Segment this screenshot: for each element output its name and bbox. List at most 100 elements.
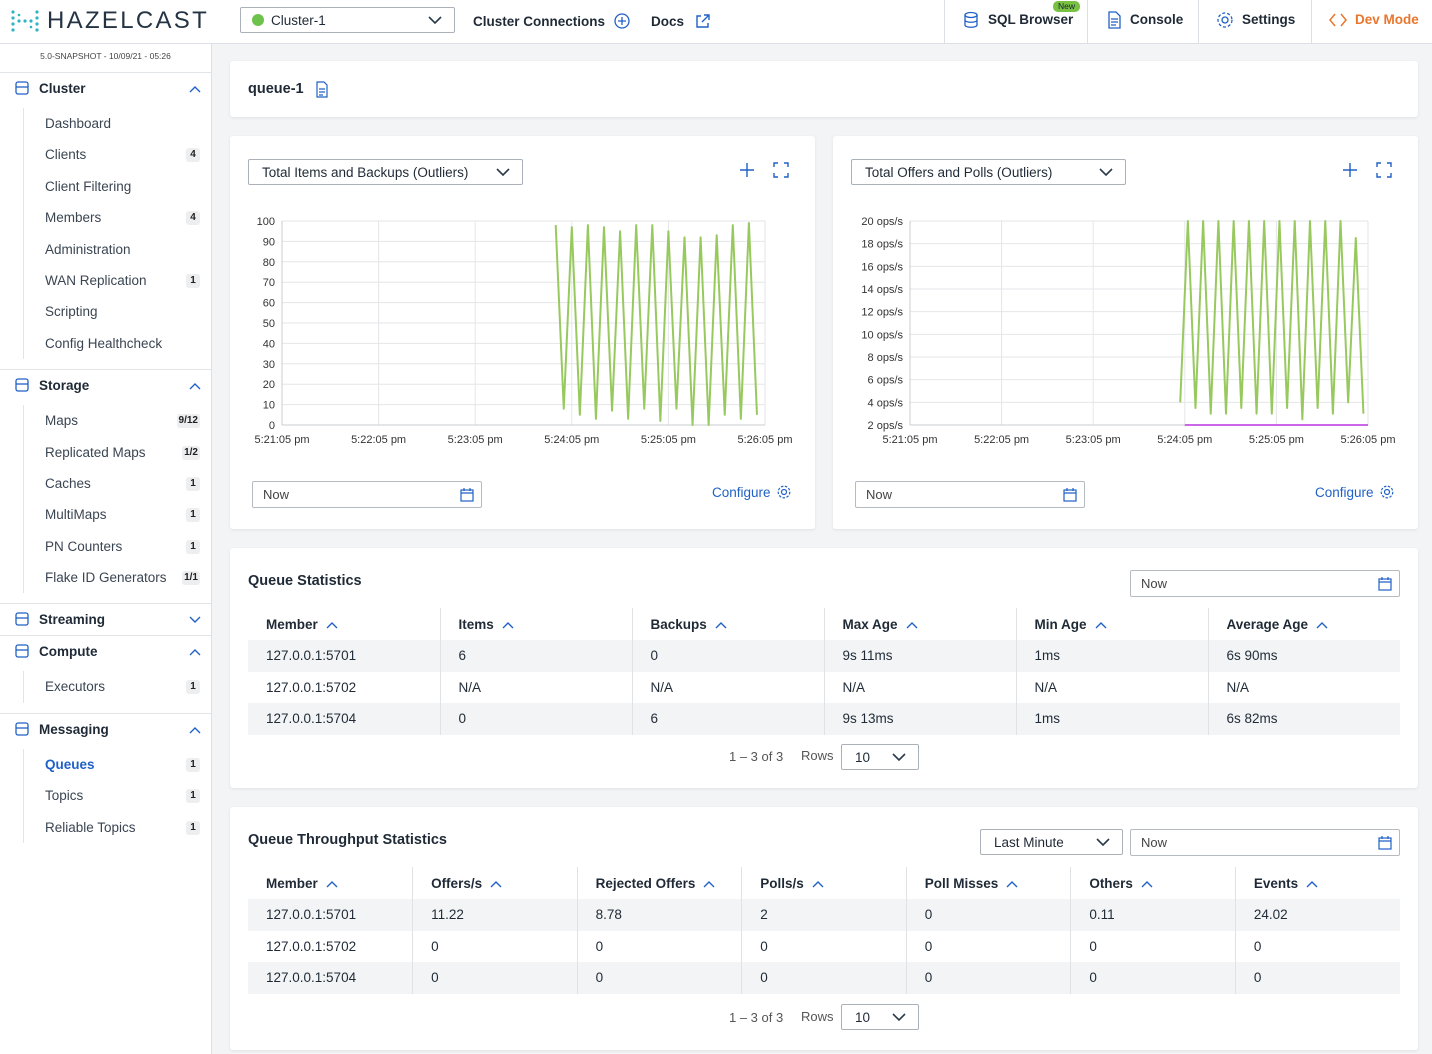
column-header[interactable]: Member bbox=[248, 608, 440, 640]
console[interactable]: Console bbox=[1130, 12, 1183, 27]
table-cell: 0 bbox=[1071, 962, 1236, 994]
nav-items: DashboardClients4Client FilteringMembers… bbox=[0, 104, 211, 369]
table-cell: 0 bbox=[1235, 962, 1400, 994]
column-header[interactable]: Rejected Offers bbox=[577, 867, 742, 899]
column-label: Others bbox=[1089, 876, 1133, 891]
date-picker[interactable]: Now bbox=[1130, 829, 1400, 856]
column-header[interactable]: Max Age bbox=[824, 608, 1016, 640]
nav-item[interactable]: PN Counters1 bbox=[0, 531, 211, 562]
add-button[interactable] bbox=[739, 162, 755, 178]
add-button[interactable] bbox=[1342, 162, 1358, 178]
throughput-statistics: Queue Throughput Statistics Last Minute … bbox=[230, 807, 1418, 1050]
configure[interactable]: Configure bbox=[1315, 485, 1394, 500]
nav-item-label: Caches bbox=[45, 476, 91, 491]
column-label: Member bbox=[266, 617, 318, 632]
nav-section-title: Storage bbox=[39, 378, 89, 393]
nav-item[interactable]: Administration bbox=[0, 234, 211, 265]
nav-item[interactable]: Clients4 bbox=[0, 139, 211, 170]
nav-badge: 1 bbox=[186, 477, 200, 491]
x-tick-label: 5:24:05 pm bbox=[1157, 434, 1212, 446]
new-badge: New bbox=[1053, 1, 1080, 12]
column-header[interactable]: Backups bbox=[632, 608, 824, 640]
nav-section-header[interactable]: Cluster bbox=[0, 73, 211, 104]
page-size-select[interactable]: 10 bbox=[841, 744, 919, 770]
dev-mode[interactable]: Dev Mode bbox=[1355, 12, 1419, 27]
sidebar: 5.0-SNAPSHOT - 10/09/21 - 05:26 ClusterD… bbox=[0, 44, 212, 1054]
nav-item[interactable]: Replicated Maps1/2 bbox=[0, 437, 211, 468]
metric-label: Total Items and Backups (Outliers) bbox=[262, 165, 468, 180]
table-cell: N/A bbox=[632, 672, 824, 704]
column-header[interactable]: Events bbox=[1235, 867, 1400, 899]
nav-item[interactable]: Caches 1 bbox=[0, 468, 211, 499]
nav-item[interactable]: WAN Replication1 bbox=[0, 265, 211, 296]
column-header[interactable]: Poll Misses bbox=[906, 867, 1071, 899]
header-row: Member ItemsBackupsMax AgeMin Age Average … bbox=[248, 608, 1400, 640]
page-size-select[interactable]: 10 bbox=[841, 1004, 919, 1030]
logo: HAZELCAST bbox=[47, 7, 209, 35]
sql-browser[interactable]: SQL Browser bbox=[988, 12, 1073, 27]
nav-item[interactable]: Dashboard bbox=[0, 108, 211, 139]
nav-section: Storage Maps9/12Replicated Maps1/2 Caches 1… bbox=[0, 369, 211, 603]
y-tick-label: 20 bbox=[263, 379, 275, 391]
nav-badge: 1 bbox=[186, 758, 200, 772]
settings[interactable]: Settings bbox=[1242, 12, 1295, 27]
pagination-info: 1 – 3 of 3 bbox=[729, 1010, 783, 1025]
nav-section-header[interactable]: Messaging bbox=[0, 714, 211, 745]
column-label: Poll Misses bbox=[925, 876, 999, 891]
column-header[interactable]: Average Age bbox=[1208, 608, 1400, 640]
table-cell: 127.0.0.1:5704 bbox=[248, 962, 413, 994]
configure[interactable]: Configure bbox=[712, 485, 791, 500]
nav-item-label: Queues bbox=[45, 757, 95, 772]
fullscreen-button[interactable] bbox=[1376, 162, 1392, 178]
series-line bbox=[556, 223, 757, 425]
nav-item[interactable]: Queues 1 bbox=[0, 749, 211, 780]
nav-link[interactable]: Cluster Connections bbox=[473, 12, 631, 30]
nav-item[interactable]: Reliable Topics1 bbox=[0, 812, 211, 843]
metric-select[interactable]: Total Items and Backups (Outliers) bbox=[248, 159, 523, 185]
nav-section-header[interactable]: Compute bbox=[0, 636, 211, 667]
date-picker[interactable]: Now bbox=[1130, 570, 1400, 597]
column-header[interactable]: Items bbox=[440, 608, 632, 640]
metric-select[interactable]: Total Offers and Polls (Outliers) bbox=[851, 159, 1126, 185]
nav-item[interactable]: Executors1 bbox=[0, 671, 211, 702]
date-picker[interactable]: Now bbox=[252, 481, 482, 508]
header-row: MemberOffers/sRejected Offers Polls/s Poll… bbox=[248, 867, 1400, 899]
nav-item[interactable]: Topics1 bbox=[0, 780, 211, 811]
column-header[interactable]: Min Age bbox=[1016, 608, 1208, 640]
fullscreen-button[interactable] bbox=[773, 162, 789, 178]
nav-item[interactable]: MultiMaps1 bbox=[0, 499, 211, 530]
column-header[interactable]: Others bbox=[1071, 867, 1236, 899]
nav-section-header[interactable]: Storage bbox=[0, 370, 211, 401]
nav-item[interactable]: Client Filtering bbox=[0, 171, 211, 202]
nav-items: Executors1 bbox=[0, 667, 211, 712]
nav-link-label: Docs bbox=[651, 14, 684, 29]
nav-link[interactable]: Docs bbox=[651, 12, 712, 30]
column-header[interactable]: Member bbox=[248, 867, 413, 899]
table-cell: 2 bbox=[742, 899, 907, 931]
nav-item[interactable]: Maps9/12 bbox=[0, 405, 211, 436]
range-select[interactable]: Last Minute bbox=[980, 829, 1123, 855]
column-label: Average Age bbox=[1227, 617, 1309, 632]
nav-items: Queues 1 Topics1Reliable Topics1 bbox=[0, 745, 211, 853]
nav-section-header[interactable]: Streaming bbox=[0, 604, 211, 635]
nav-item[interactable]: Scripting bbox=[0, 296, 211, 327]
column-header[interactable]: Offers/s bbox=[413, 867, 578, 899]
x-tick-label: 5:22:05 pm bbox=[351, 434, 406, 446]
table-cell: 0 bbox=[742, 931, 907, 963]
x-tick-label: 5:23:05 pm bbox=[1066, 434, 1121, 446]
data-table: MemberOffers/sRejected Offers Polls/s Poll… bbox=[248, 867, 1400, 994]
column-label: Polls/s bbox=[760, 876, 804, 891]
nav-item[interactable]: Config Healthcheck bbox=[0, 328, 211, 359]
nav-item-label: Topics bbox=[45, 788, 83, 803]
date-picker[interactable]: Now bbox=[855, 481, 1085, 508]
column-header[interactable]: Polls/s bbox=[742, 867, 907, 899]
table-cell: 6s 90ms bbox=[1208, 640, 1400, 672]
nav-badge: 1 bbox=[186, 540, 200, 554]
y-tick-label: 30 bbox=[263, 359, 275, 371]
cluster-select[interactable]: Cluster-1 bbox=[240, 7, 455, 33]
nav-item[interactable]: Members4 bbox=[0, 202, 211, 233]
table-cell: 0 bbox=[413, 931, 578, 963]
nav-item[interactable]: Flake ID Generators1/1 bbox=[0, 562, 211, 593]
x-tick-label: 5:22:05 pm bbox=[974, 434, 1029, 446]
nav-link-label: Cluster Connections bbox=[473, 14, 605, 29]
